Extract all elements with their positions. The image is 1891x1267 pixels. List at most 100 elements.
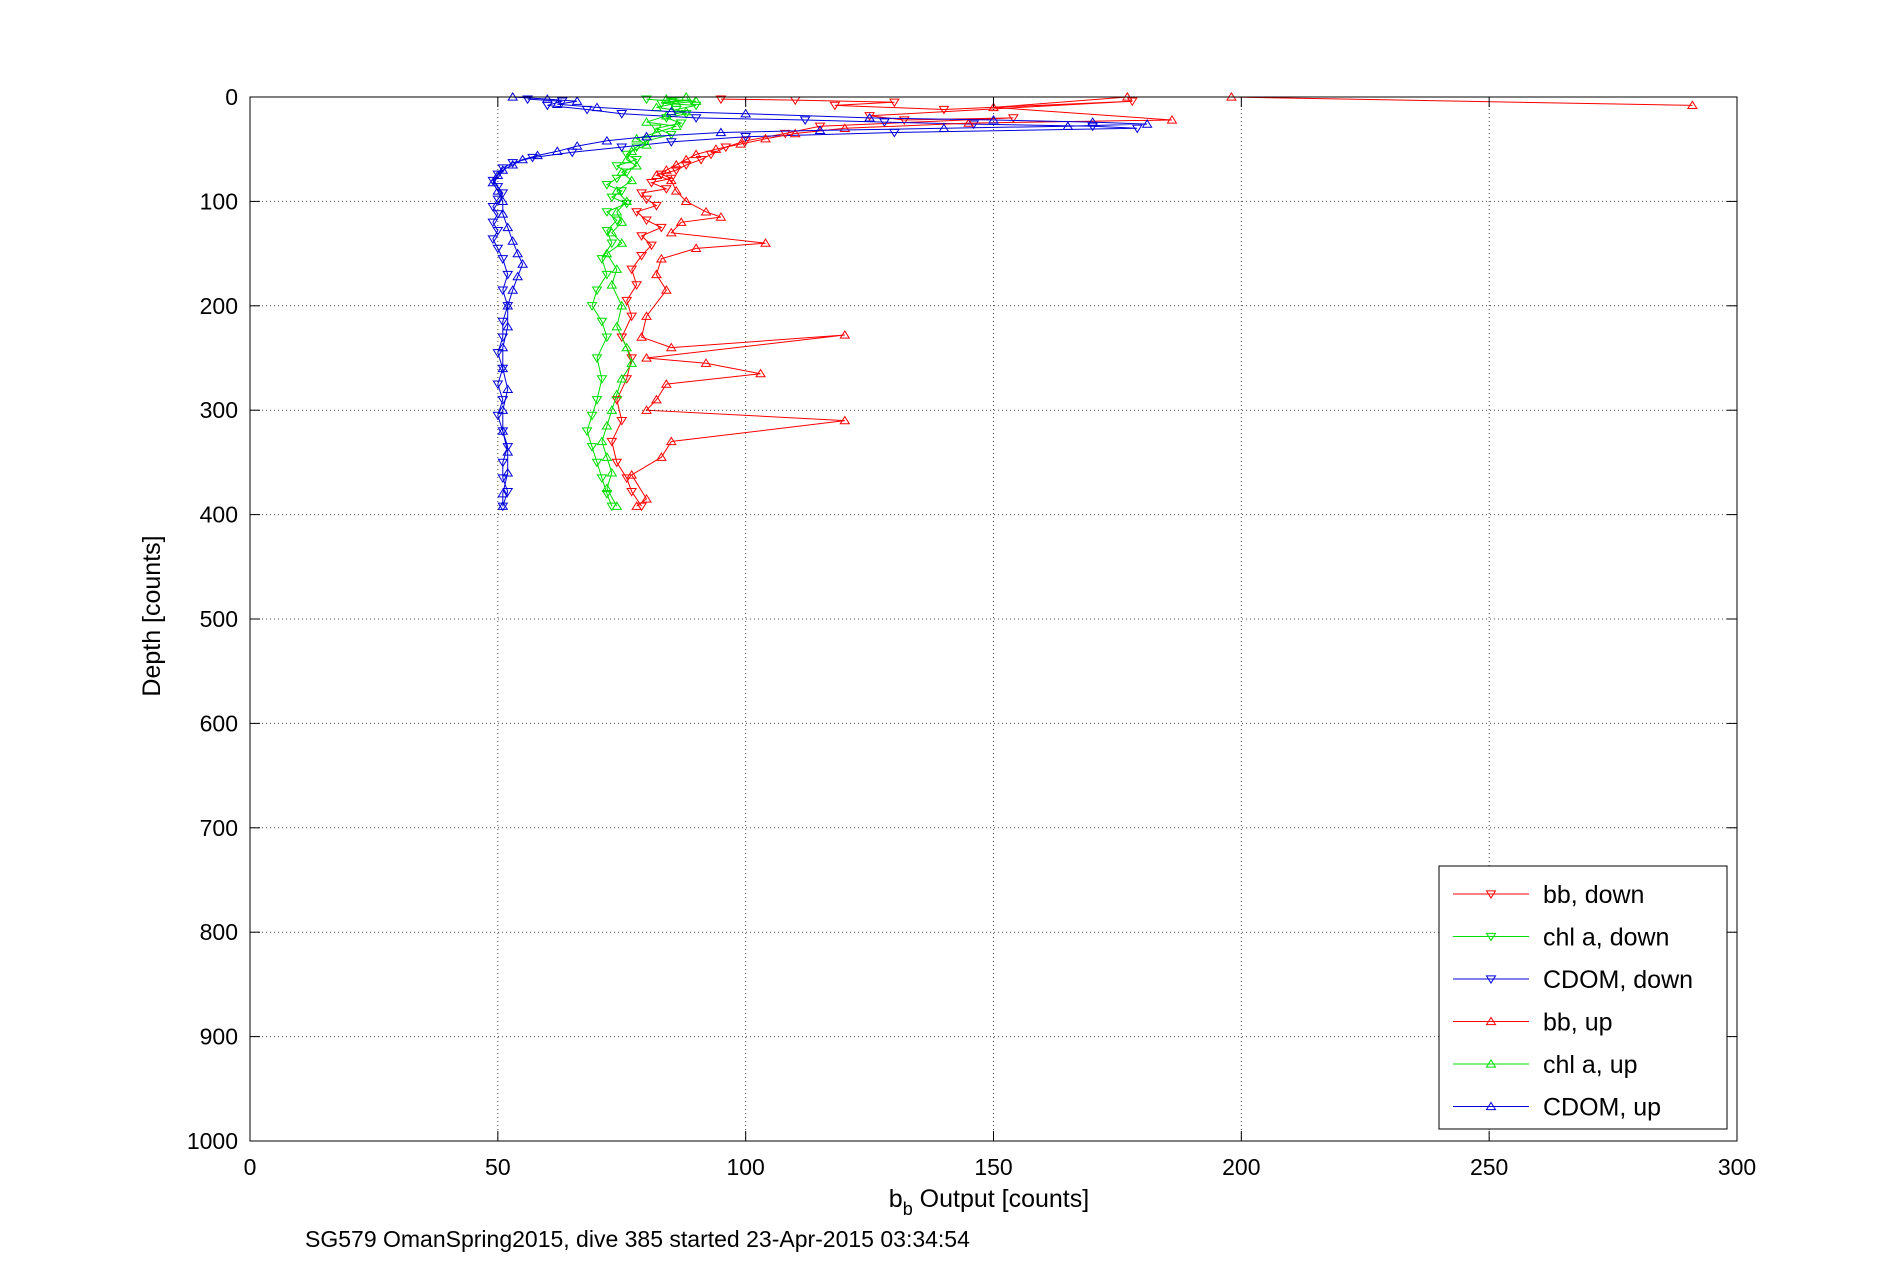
data-point	[596, 436, 608, 446]
data-point	[616, 238, 628, 247]
data-point	[988, 114, 999, 124]
data-point	[571, 96, 583, 105]
data-point	[616, 217, 628, 226]
data-point	[626, 265, 638, 275]
data-point	[596, 317, 608, 327]
data-point	[1141, 119, 1153, 128]
data-point	[641, 117, 652, 126]
data-point	[591, 286, 603, 296]
data-point	[660, 94, 672, 103]
data-point	[700, 206, 712, 216]
data-point	[497, 189, 509, 199]
data-point	[656, 253, 667, 263]
data-point	[898, 116, 910, 125]
data-point	[735, 138, 747, 148]
x-axis-label: bb Output [counts]	[889, 1185, 1089, 1219]
series-line	[601, 96, 697, 507]
data-point	[641, 216, 652, 226]
series-5	[487, 92, 1153, 510]
data-point	[601, 452, 613, 461]
data-point	[492, 195, 504, 205]
legend-marker	[1485, 932, 1497, 942]
data-point	[497, 458, 509, 468]
data-point	[670, 185, 682, 195]
data-point	[497, 165, 509, 174]
data-point	[839, 123, 851, 132]
data-point	[502, 487, 514, 497]
data-point	[710, 144, 722, 153]
data-point	[611, 264, 623, 273]
data-point	[621, 296, 633, 306]
series-line	[492, 96, 1148, 507]
data-point	[651, 269, 662, 279]
data-point	[988, 102, 999, 112]
data-point	[611, 458, 623, 468]
legend-label: CDOM, up	[1543, 1094, 1661, 1122]
data-point	[675, 119, 687, 129]
data-point	[660, 379, 672, 388]
data-point	[497, 342, 509, 352]
data-point	[512, 271, 524, 281]
data-point	[864, 112, 875, 122]
data-point	[596, 255, 608, 264]
data-point	[606, 227, 618, 237]
data-point	[651, 170, 662, 179]
data-point	[581, 427, 593, 437]
data-point	[611, 162, 623, 171]
data-point	[626, 146, 638, 155]
data-point	[497, 317, 509, 327]
data-point	[636, 232, 647, 241]
legend-marker	[1485, 1016, 1497, 1026]
x-axis-label-subscript: b	[903, 1199, 913, 1219]
data-point	[1131, 124, 1143, 134]
data-point	[665, 106, 677, 116]
data-point	[646, 241, 657, 251]
data-point	[611, 501, 623, 510]
data-point	[591, 102, 603, 112]
y-tick-label: 1000	[187, 1128, 238, 1154]
data-point	[864, 112, 875, 121]
series-3	[626, 92, 1698, 510]
data-point	[740, 108, 752, 118]
data-point	[571, 141, 583, 150]
data-point	[641, 353, 652, 362]
data-point	[497, 208, 509, 218]
data-point	[641, 493, 652, 503]
data-point	[789, 128, 801, 138]
data-point	[487, 202, 499, 212]
data-point	[680, 110, 692, 119]
data-point	[760, 238, 771, 247]
data-point	[651, 124, 662, 134]
data-point	[690, 96, 702, 105]
data-point	[938, 105, 950, 115]
data-point	[502, 321, 514, 331]
data-point	[616, 110, 628, 119]
data-point	[651, 201, 662, 211]
data-point	[616, 416, 628, 426]
data-point	[1126, 97, 1138, 107]
legend-box	[1438, 865, 1728, 1130]
data-point	[611, 206, 623, 216]
dive-caption: SG579 OmanSpring2015, dive 385 started 2…	[305, 1226, 970, 1252]
data-point	[507, 159, 519, 169]
data-point	[626, 487, 638, 497]
data-point	[502, 467, 514, 477]
data-point	[621, 342, 633, 352]
data-point	[497, 405, 509, 414]
data-point	[690, 149, 702, 159]
data-point	[680, 196, 692, 206]
data-point	[799, 116, 811, 125]
data-point	[621, 154, 633, 164]
data-point	[497, 286, 509, 296]
legend-label: CDOM, down	[1543, 966, 1693, 994]
data-point	[641, 95, 652, 105]
data-point	[963, 118, 975, 127]
y-tick-label: 100	[200, 188, 238, 214]
data-point	[641, 131, 652, 141]
legend-marker	[1485, 1059, 1497, 1068]
data-point	[492, 380, 504, 390]
data-point	[636, 252, 647, 261]
data-point	[641, 137, 652, 146]
legend-label: chl a, down	[1543, 924, 1669, 952]
